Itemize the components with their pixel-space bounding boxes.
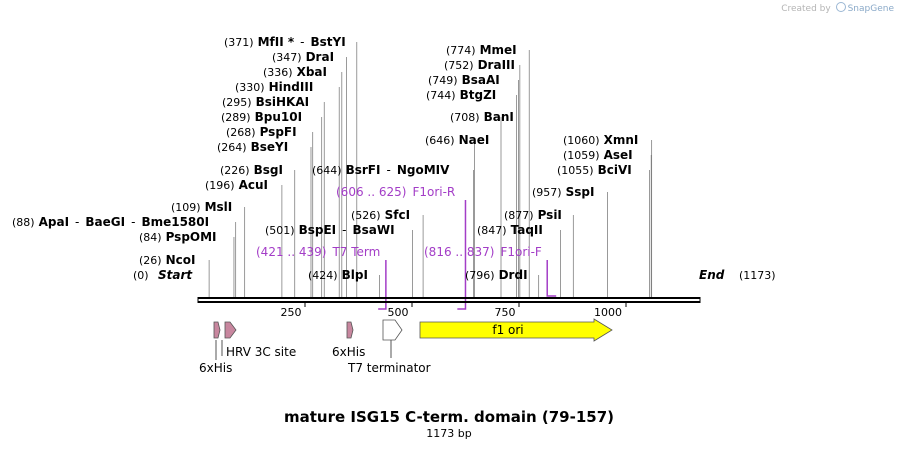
site-bsrfi[interactable]: (644) BsrFI - NgoMIV [312, 163, 450, 177]
site-sfci[interactable]: (526) SfcI [351, 208, 410, 222]
start-position: (0) [133, 269, 149, 282]
site-drdi[interactable]: (796) DrdI [465, 268, 528, 282]
watermark-brand: SnapGene [847, 4, 894, 14]
site-labels: (26) NcoI (84) PspOMI (88) ApaI - BaeGI - Bme15… [12, 35, 638, 282]
primer-bind-t7term [378, 260, 387, 310]
feature-arrow [419, 318, 613, 342]
site-psii[interactable]: (877) PsiI [504, 208, 562, 222]
map-title: mature ISG15 C-term. domain (79-157) [283, 408, 614, 426]
backbone-top-strand [198, 297, 700, 299]
site-blpi[interactable]: (424) BlpI [308, 268, 368, 282]
site-hindiii[interactable]: (330) HindIII [235, 80, 313, 94]
site-ncoi[interactable]: (26) NcoI [139, 253, 195, 267]
site-bsgi[interactable]: (226) BsgI [220, 163, 283, 177]
site-taqii[interactable]: (847) TaqII [477, 223, 543, 237]
site-btgzi[interactable]: (744) BtgZI [426, 88, 496, 102]
site-apai[interactable]: (88) ApaI - BaeGI - Bme1580I [12, 215, 209, 229]
backbone-bottom-strand [198, 301, 700, 303]
site-sspi[interactable]: (957) SspI [532, 185, 594, 199]
scale-tick-label: 500 [388, 306, 409, 319]
primer-f1ori-r[interactable]: (606 .. 625) F1ori-R [336, 185, 455, 199]
end-position: (1173) [739, 269, 776, 282]
watermark: Created by SnapGene [781, 2, 894, 14]
watermark-prefix: Created by [781, 4, 831, 14]
feature-arrow [382, 319, 403, 341]
site-bpu10i[interactable]: (289) Bpu10I [221, 110, 302, 124]
snapgene-logo-icon [835, 2, 846, 12]
site-bspei[interactable]: (501) BspEI - BsaWI [265, 223, 395, 237]
site-bcivi[interactable]: (1055) BciVI [557, 163, 632, 177]
end-label: End [699, 268, 725, 282]
site-bseyi[interactable]: (264) BseYI [217, 140, 288, 154]
site-xmni[interactable]: (1060) XmnI [563, 133, 638, 147]
sequence-map: (0) Start End (1173) 250 500 750 1000 (2… [12, 35, 776, 375]
scale-tick-label: 1000 [594, 306, 622, 319]
site-mfli[interactable]: (371) MfII * - BstYI [224, 35, 346, 49]
feature-hrv-3c-site[interactable]: HRV 3C site [221, 321, 296, 359]
feature-label: 6xHis [332, 345, 365, 359]
scale-tick-label: 250 [281, 306, 302, 319]
scale-tick-500: 500 [388, 303, 413, 319]
site-acui[interactable]: (196) AcuI [205, 178, 268, 192]
feature-label: T7 terminator [347, 361, 431, 375]
scale-tick-1000: 1000 [594, 303, 627, 319]
feature-arrow [346, 321, 354, 339]
feature-label: 6xHis [199, 361, 232, 375]
feature-f1-ori[interactable]: f1 ori [419, 318, 613, 342]
feature-arrow [224, 321, 237, 339]
scale-tick-750: 750 [495, 303, 520, 319]
site-pspomi[interactable]: (84) PspOMI [139, 230, 217, 244]
feature-6xhis-2[interactable]: 6xHis [332, 321, 365, 359]
primer-f1ori-f[interactable]: (816 .. 837) F1ori-F [424, 245, 542, 259]
site-msli[interactable]: (109) MslI [171, 200, 232, 214]
site-naei[interactable]: (646) NaeI [425, 133, 489, 147]
sequence-length: 1173 bp [426, 427, 472, 440]
feature-label: HRV 3C site [226, 345, 296, 359]
site-xbai[interactable]: (336) XbaI [263, 65, 327, 79]
site-drai[interactable]: (347) DraI [272, 50, 334, 64]
site-pspfi[interactable]: (268) PspFI [226, 125, 297, 139]
site-bsaai[interactable]: (749) BsaAI [428, 73, 500, 87]
feature-arrow [213, 321, 221, 339]
site-bsihkai[interactable]: (295) BsiHKAI [222, 95, 309, 109]
primer-marks [378, 200, 557, 310]
scale-tick-250: 250 [281, 303, 306, 319]
start-label: Start [158, 268, 193, 282]
site-asei[interactable]: (1059) AseI [563, 148, 633, 162]
site-bani[interactable]: (708) BanI [450, 110, 514, 124]
primer-t7-term[interactable]: (421 .. 439) T7 Term [256, 245, 380, 259]
feature-label: f1 ori [492, 323, 523, 337]
primer-labels: (421 .. 439) T7 Term (606 .. 625) F1ori-R … [256, 185, 542, 259]
primer-bind-f1orir [457, 200, 467, 310]
site-lines [208, 42, 653, 297]
feature-6xhis-1[interactable]: 6xHis [199, 321, 232, 375]
site-draiii[interactable]: (752) DraIII [444, 58, 515, 72]
feature-t7-terminator[interactable]: T7 terminator [347, 319, 431, 375]
site-mmei[interactable]: (774) MmeI [446, 43, 517, 57]
scale-tick-label: 750 [495, 306, 516, 319]
primer-bind-f1orif [546, 260, 557, 297]
